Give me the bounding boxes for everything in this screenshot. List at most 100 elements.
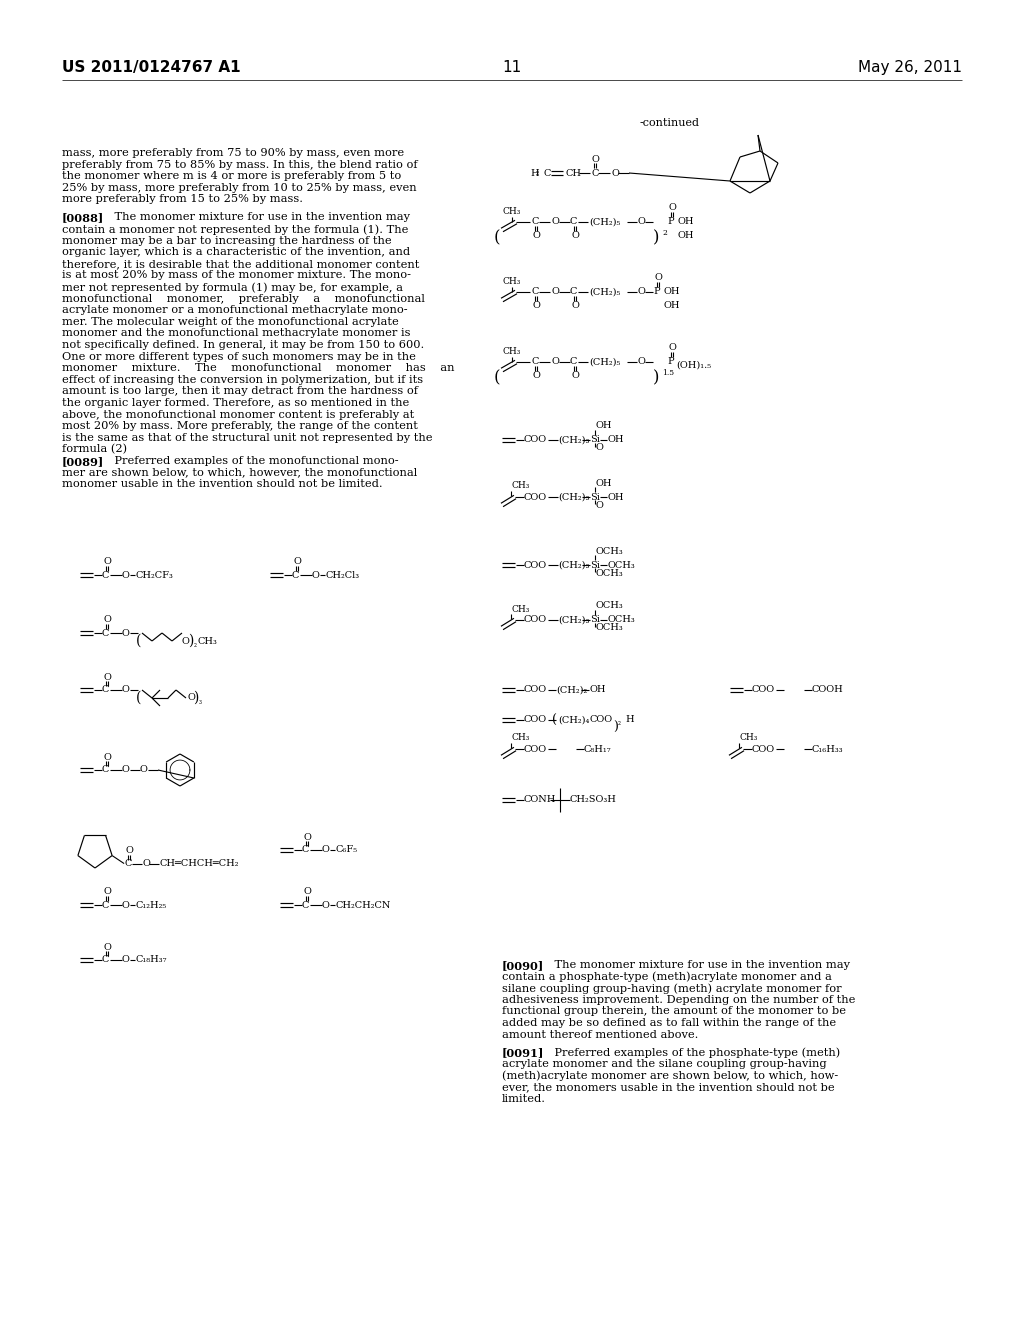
Text: (CH₂)₅: (CH₂)₅ [589,288,621,297]
Text: OCH₃: OCH₃ [595,602,623,610]
Text: O: O [638,288,646,297]
Text: Preferred examples of the monofunctional mono-: Preferred examples of the monofunctional… [100,455,398,466]
Text: therefore, it is desirable that the additional monomer content: therefore, it is desirable that the addi… [62,259,420,269]
Text: O: O [595,500,603,510]
Text: (CH₂)₅: (CH₂)₅ [589,358,621,367]
Text: C: C [531,218,539,227]
Text: O: O [103,942,111,952]
Text: (CH₂)₃: (CH₂)₃ [558,492,590,502]
Text: OCH₃: OCH₃ [607,561,635,569]
Text: (: ( [136,690,141,705]
Text: OH: OH [595,479,611,487]
Text: C₁₈H₃₇: C₁₈H₃₇ [135,956,167,965]
Text: O: O [187,693,195,702]
Text: functional group therein, the amount of the monomer to be: functional group therein, the amount of … [502,1006,846,1016]
Text: (: ( [494,370,501,387]
Text: O: O [668,343,676,352]
Text: C: C [570,358,578,367]
Text: monomer and the monofunctional methacrylate monomer is: monomer and the monofunctional methacryl… [62,329,411,338]
Text: C: C [591,169,598,177]
Text: O: O [322,846,330,854]
Text: O: O [103,672,111,681]
Text: COO: COO [524,436,547,445]
Text: ): ) [653,230,659,247]
Text: Preferred examples of the phosphate-type (meth): Preferred examples of the phosphate-type… [540,1048,841,1059]
Text: One or more different types of such monomers may be in the: One or more different types of such mono… [62,351,416,362]
Text: C: C [102,685,110,694]
Text: C₆F₅: C₆F₅ [335,846,357,854]
Text: CH₂SO₃H: CH₂SO₃H [570,796,616,804]
Text: preferably from 75 to 85% by mass. In this, the blend ratio of: preferably from 75 to 85% by mass. In th… [62,160,418,169]
Text: C: C [102,900,110,909]
Text: amount is too large, then it may detract from the hardness of: amount is too large, then it may detract… [62,387,418,396]
Text: contain a phosphate-type (meth)acrylate monomer and a: contain a phosphate-type (meth)acrylate … [502,972,831,982]
Text: CH: CH [565,169,581,177]
Text: 11: 11 [503,59,521,75]
Text: CONH: CONH [524,796,556,804]
Text: more preferably from 15 to 25% by mass.: more preferably from 15 to 25% by mass. [62,194,303,205]
Text: is the same as that of the structural unit not represented by the: is the same as that of the structural un… [62,433,432,442]
Text: H: H [625,715,634,725]
Text: C: C [102,766,110,775]
Text: monofunctional    monomer,    preferably    a    monofunctional: monofunctional monomer, preferably a mon… [62,293,425,304]
Text: (: ( [552,714,557,726]
Text: O: O [122,956,130,965]
Text: O: O [142,859,150,869]
Text: O: O [532,371,540,380]
Text: Si: Si [590,492,600,502]
Text: ): ) [188,634,194,648]
Text: O: O [122,766,130,775]
Text: CH═CHCH═CH₂: CH═CHCH═CH₂ [159,859,239,869]
Text: OH: OH [678,218,694,227]
Text: -continued: -continued [640,117,700,128]
Text: C: C [531,358,539,367]
Text: OH: OH [607,436,624,445]
Text: COO: COO [752,685,775,694]
Text: [0090]: [0090] [502,960,544,972]
Text: C: C [124,859,131,869]
Text: C: C [102,570,110,579]
Text: mer. The molecular weight of the monofunctional acrylate: mer. The molecular weight of the monofun… [62,317,398,327]
Text: (OH)₁.₅: (OH)₁.₅ [676,360,711,370]
Text: silane coupling group-having (meth) acrylate monomer for: silane coupling group-having (meth) acry… [502,983,842,994]
Text: amount thereof mentioned above.: amount thereof mentioned above. [502,1030,698,1040]
Text: O: O [551,358,559,367]
Text: not specifically defined. In general, it may be from 150 to 600.: not specifically defined. In general, it… [62,341,424,350]
Text: above, the monofunctional monomer content is preferably at: above, the monofunctional monomer conten… [62,409,415,420]
Text: is at most 20% by mass of the monomer mixture. The mono-: is at most 20% by mass of the monomer mi… [62,271,411,280]
Text: C: C [543,169,550,177]
Text: ₂: ₂ [618,719,621,727]
Text: monomer may be a bar to increasing the hardness of the: monomer may be a bar to increasing the h… [62,235,391,246]
Text: COO: COO [524,715,547,725]
Text: [0088]: [0088] [62,213,104,223]
Text: O: O [182,636,189,645]
Text: CH₃: CH₃ [511,734,529,742]
Text: O: O [122,900,130,909]
Text: 2: 2 [662,228,667,238]
Text: OH: OH [607,492,624,502]
Text: O: O [125,846,133,855]
Text: limited.: limited. [502,1094,546,1104]
Text: COOH: COOH [812,685,844,694]
Text: C: C [302,900,309,909]
Text: C: C [302,846,309,854]
Text: C₈H₁₇: C₈H₁₇ [584,744,611,754]
Text: O: O [638,358,646,367]
Text: CH₃: CH₃ [511,605,529,614]
Text: O: O [571,231,579,239]
Text: C₁₆H₃₃: C₁₆H₃₃ [812,744,844,754]
Text: O: O [571,371,579,380]
Text: the organic layer formed. Therefore, as so mentioned in the: the organic layer formed. Therefore, as … [62,399,410,408]
Text: Si: Si [590,561,600,569]
Text: O: O [571,301,579,309]
Text: C: C [570,218,578,227]
Text: The monomer mixture for use in the invention may: The monomer mixture for use in the inven… [540,960,850,970]
Text: Si: Si [590,615,600,624]
Text: CH₃: CH₃ [503,207,521,216]
Text: COO: COO [524,615,547,624]
Text: OCH₃: OCH₃ [595,569,623,578]
Text: ): ) [193,690,199,705]
Text: effect of increasing the conversion in polymerization, but if its: effect of increasing the conversion in p… [62,375,423,385]
Text: O: O [122,570,130,579]
Text: COO: COO [524,685,547,694]
